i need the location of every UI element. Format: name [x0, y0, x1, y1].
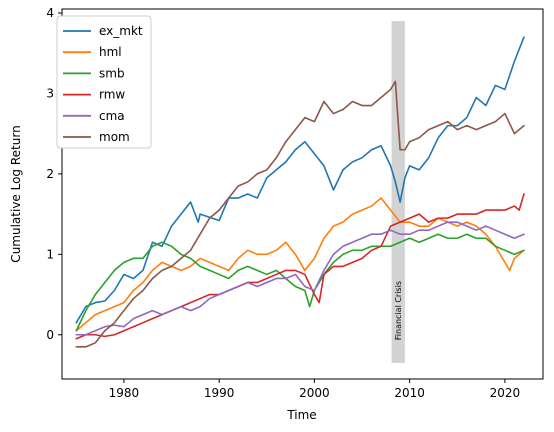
legend-label-smb: smb [99, 66, 125, 80]
series-line-rmw [75, 193, 525, 340]
financial-crisis-label: Financial Crisis [394, 281, 403, 340]
x-axis-label: Time [286, 408, 316, 422]
legend-label-mom: mom [99, 130, 130, 144]
x-tick-label: 1990 [204, 386, 235, 400]
plot-frame [61, 8, 544, 380]
x-tick-label: 2020 [490, 386, 521, 400]
series-line-hml [75, 197, 525, 332]
series-line-mom [75, 80, 525, 348]
y-tick-label: 0 [46, 328, 54, 342]
x-tick-label: 1980 [109, 386, 140, 400]
x-tick-label: 2010 [394, 386, 425, 400]
legend-label-cma: cma [99, 109, 125, 123]
series-layer [75, 36, 525, 348]
y-tick-label: 4 [46, 6, 54, 20]
y-tick-label: 2 [46, 167, 54, 181]
y-tick-label: 3 [46, 86, 54, 100]
legend-label-ex_mkt: ex_mkt [99, 24, 143, 38]
y-tick-label: 1 [46, 247, 54, 261]
legend-label-hml: hml [99, 45, 122, 59]
legend-label-rmw: rmw [99, 88, 125, 102]
y-axis-label: Cumulative Log Return [9, 125, 23, 262]
x-axis-ticks: 1980 1990 2000 2010 2020 [109, 379, 521, 400]
series-line-smb [75, 233, 525, 332]
series-line-cma [75, 221, 525, 336]
x-tick-label: 2000 [299, 386, 330, 400]
series-line-ex_mkt [75, 36, 525, 324]
